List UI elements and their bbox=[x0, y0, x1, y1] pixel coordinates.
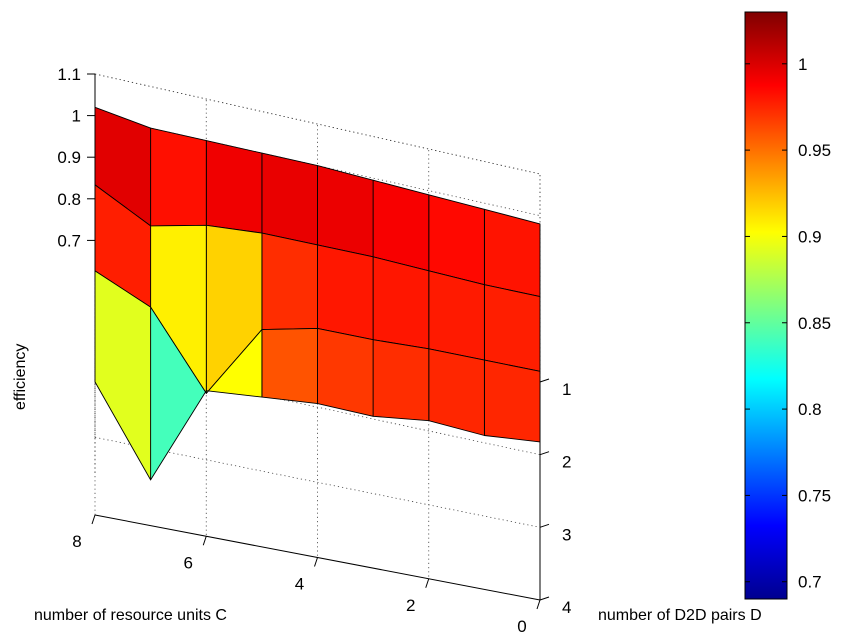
y-tick-label: 1 bbox=[562, 380, 571, 399]
surface-patch bbox=[317, 244, 374, 341]
surface-patch bbox=[372, 256, 430, 350]
surface-patch bbox=[428, 270, 485, 361]
y-tick-label: 2 bbox=[562, 453, 571, 472]
x-tick-label: 2 bbox=[406, 596, 415, 615]
y-tick-mark bbox=[539, 451, 550, 456]
y-tick-mark bbox=[539, 523, 550, 528]
x-tick-label: 8 bbox=[72, 532, 81, 551]
surface-patch bbox=[261, 152, 318, 246]
z-tick-label: 0.9 bbox=[57, 148, 81, 167]
z-tick-label: 0.8 bbox=[57, 190, 81, 209]
z-axis-label: efficiency bbox=[12, 344, 29, 410]
surface-patch bbox=[205, 140, 263, 234]
colorbar-tick-label: 1 bbox=[798, 55, 807, 74]
z-tick-label: 1.1 bbox=[57, 65, 81, 84]
x-tick-label: 4 bbox=[295, 575, 304, 594]
y-tick-label: 4 bbox=[562, 598, 571, 617]
x-tick-label: 0 bbox=[517, 617, 526, 633]
surface-patch bbox=[483, 359, 541, 443]
x-tick-mark bbox=[314, 557, 318, 567]
tick-labels: 0.7 0.8 0.9 1 1.1 0 2 4 6 8 1 2 3 4 bbox=[57, 65, 571, 633]
x-tick-label: 6 bbox=[184, 553, 193, 572]
x-tick-mark bbox=[202, 536, 207, 546]
colorbar: 0.7 0.75 0.8 0.85 0.9 0.95 1 bbox=[744, 11, 831, 600]
y-tick-mark bbox=[539, 596, 550, 601]
x-tick-mark bbox=[91, 514, 96, 525]
grid-line bbox=[94, 436, 541, 528]
z-tick-label: 0.7 bbox=[57, 231, 81, 250]
surface-patch bbox=[372, 179, 430, 272]
colorbar-tick-label: 0.8 bbox=[798, 400, 822, 419]
z-tick-label: 1 bbox=[72, 107, 81, 126]
x-tick-mark bbox=[536, 599, 541, 610]
colorbar-tick-label: 0.95 bbox=[798, 141, 831, 160]
surface-patch bbox=[317, 327, 374, 417]
colorbar-tick-label: 0.85 bbox=[798, 314, 831, 333]
surface-patch bbox=[483, 284, 541, 372]
surface-patch bbox=[261, 232, 318, 331]
surface-patch bbox=[372, 339, 430, 422]
colorbar-ticks: 0.7 0.75 0.8 0.85 0.9 0.95 1 bbox=[745, 55, 831, 592]
surface-patch bbox=[150, 127, 207, 227]
colorbar-tick-label: 0.75 bbox=[798, 486, 831, 505]
colorbar-tick-label: 0.9 bbox=[798, 227, 822, 246]
surface-patch bbox=[317, 165, 374, 258]
surface bbox=[94, 106, 541, 481]
surface-patch bbox=[483, 208, 541, 298]
y-tick-label: 3 bbox=[562, 525, 571, 544]
y-axis-label: number of D2D pairs D bbox=[598, 607, 762, 624]
surface-patch bbox=[428, 194, 485, 286]
surface-patch bbox=[428, 348, 485, 436]
x-tick-mark bbox=[425, 578, 430, 588]
colorbar-tick-label: 0.7 bbox=[798, 573, 822, 592]
y-tick-mark bbox=[539, 378, 550, 383]
surface-patch bbox=[261, 327, 318, 405]
surface-patch bbox=[94, 270, 152, 481]
colorbar-gradient bbox=[744, 11, 788, 600]
grid-line bbox=[94, 73, 541, 175]
x-axis-label: number of resource units C bbox=[34, 607, 227, 624]
